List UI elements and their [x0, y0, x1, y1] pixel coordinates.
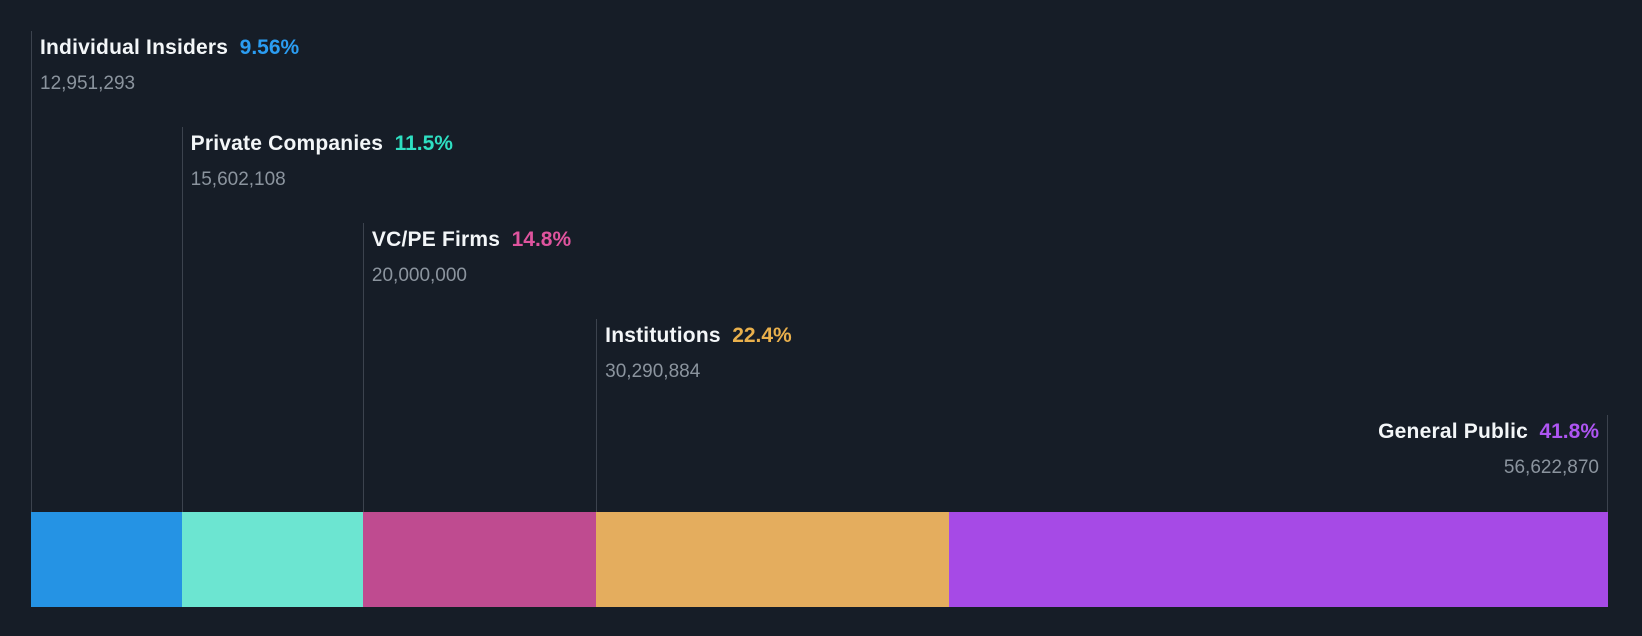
- leader-line-vc-pe-firms: [362, 223, 364, 512]
- bar-segment-general-public: [949, 512, 1608, 607]
- category-name: VC/PE Firms: [371, 228, 501, 251]
- category-shares: 20,000,000: [371, 265, 467, 286]
- label-general-public: General Public 41.8% 56,622,870: [1378, 419, 1599, 480]
- label-private-companies: Private Companies 11.5% 15,602,108: [191, 131, 453, 192]
- category-percent: 14.8%: [511, 228, 572, 251]
- category-shares: 15,602,108: [190, 169, 286, 190]
- label-individual-insiders: Individual Insiders 9.56% 12,951,293: [40, 35, 299, 96]
- category-shares: 56,622,870: [1503, 457, 1599, 478]
- bar-segment-institutions: [596, 512, 950, 607]
- stacked-bar: [31, 512, 1608, 607]
- bar-segment-individual-insiders: [31, 512, 182, 607]
- category-name: Private Companies: [190, 132, 384, 155]
- category-percent: 41.8%: [1539, 420, 1599, 443]
- category-name: Institutions: [605, 324, 721, 347]
- label-title-row: VC/PE Firms 14.8%: [372, 227, 571, 253]
- category-name: Individual Insiders: [40, 36, 229, 59]
- label-title-row: Institutions 22.4%: [605, 323, 792, 349]
- label-institutions: Institutions 22.4% 30,290,884: [605, 323, 792, 384]
- leader-line-private-companies: [181, 127, 183, 512]
- category-shares: 30,290,884: [605, 361, 701, 382]
- category-shares: 12,951,293: [40, 73, 136, 94]
- label-title-row: Private Companies 11.5%: [191, 131, 453, 157]
- leader-line-individual-insiders: [31, 31, 32, 512]
- bar-segment-private-companies: [181, 512, 363, 607]
- category-name: General Public: [1378, 420, 1528, 443]
- chart-plot-area: Individual Insiders 9.56% 12,951,293 Pri…: [31, 0, 1608, 636]
- label-title-row: Individual Insiders 9.56%: [40, 35, 299, 61]
- bar-segment-vc-pe-firms: [362, 512, 597, 607]
- leader-line-general-public: [1607, 415, 1608, 512]
- label-vc-pe-firms: VC/PE Firms 14.8% 20,000,000: [372, 227, 571, 288]
- leader-line-institutions: [596, 319, 598, 512]
- category-percent: 9.56%: [239, 36, 300, 59]
- category-percent: 11.5%: [394, 132, 453, 155]
- label-title-row: General Public 41.8%: [1378, 419, 1599, 445]
- category-percent: 22.4%: [732, 324, 792, 347]
